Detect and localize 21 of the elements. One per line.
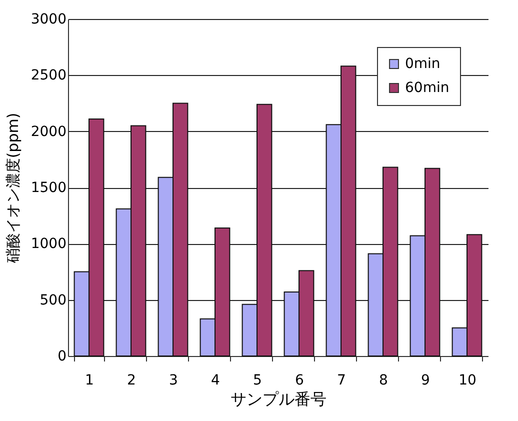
x-tick-label: 7 (337, 372, 346, 388)
x-tick-label: 5 (253, 372, 262, 388)
x-tick-label: 6 (295, 372, 304, 388)
y-tick-label: 500 (40, 292, 66, 308)
x-tick-label: 4 (211, 372, 220, 388)
x-tick-label: 1 (85, 372, 94, 388)
y-tick-label: 2000 (30, 124, 66, 140)
y-tick-label: 3000 (30, 12, 66, 28)
x-axis-title: サンプル番号 (230, 390, 326, 408)
x-tick-label: 9 (421, 372, 430, 388)
y-tick-label: 2500 (30, 68, 66, 84)
x-tick-label: 8 (379, 372, 388, 388)
y-tick-label: 1500 (30, 180, 66, 196)
x-tick-label: 2 (127, 372, 136, 388)
y-tick-label: 1000 (30, 236, 66, 252)
legend-label: 60min (405, 80, 450, 96)
y-tick-label: 0 (58, 348, 66, 364)
y-axis-title: 硝酸イオン濃度(ppm) (4, 112, 22, 264)
x-tick-label: 3 (169, 372, 178, 388)
legend-label: 0min (405, 56, 440, 72)
x-tick-label: 10 (458, 372, 476, 388)
